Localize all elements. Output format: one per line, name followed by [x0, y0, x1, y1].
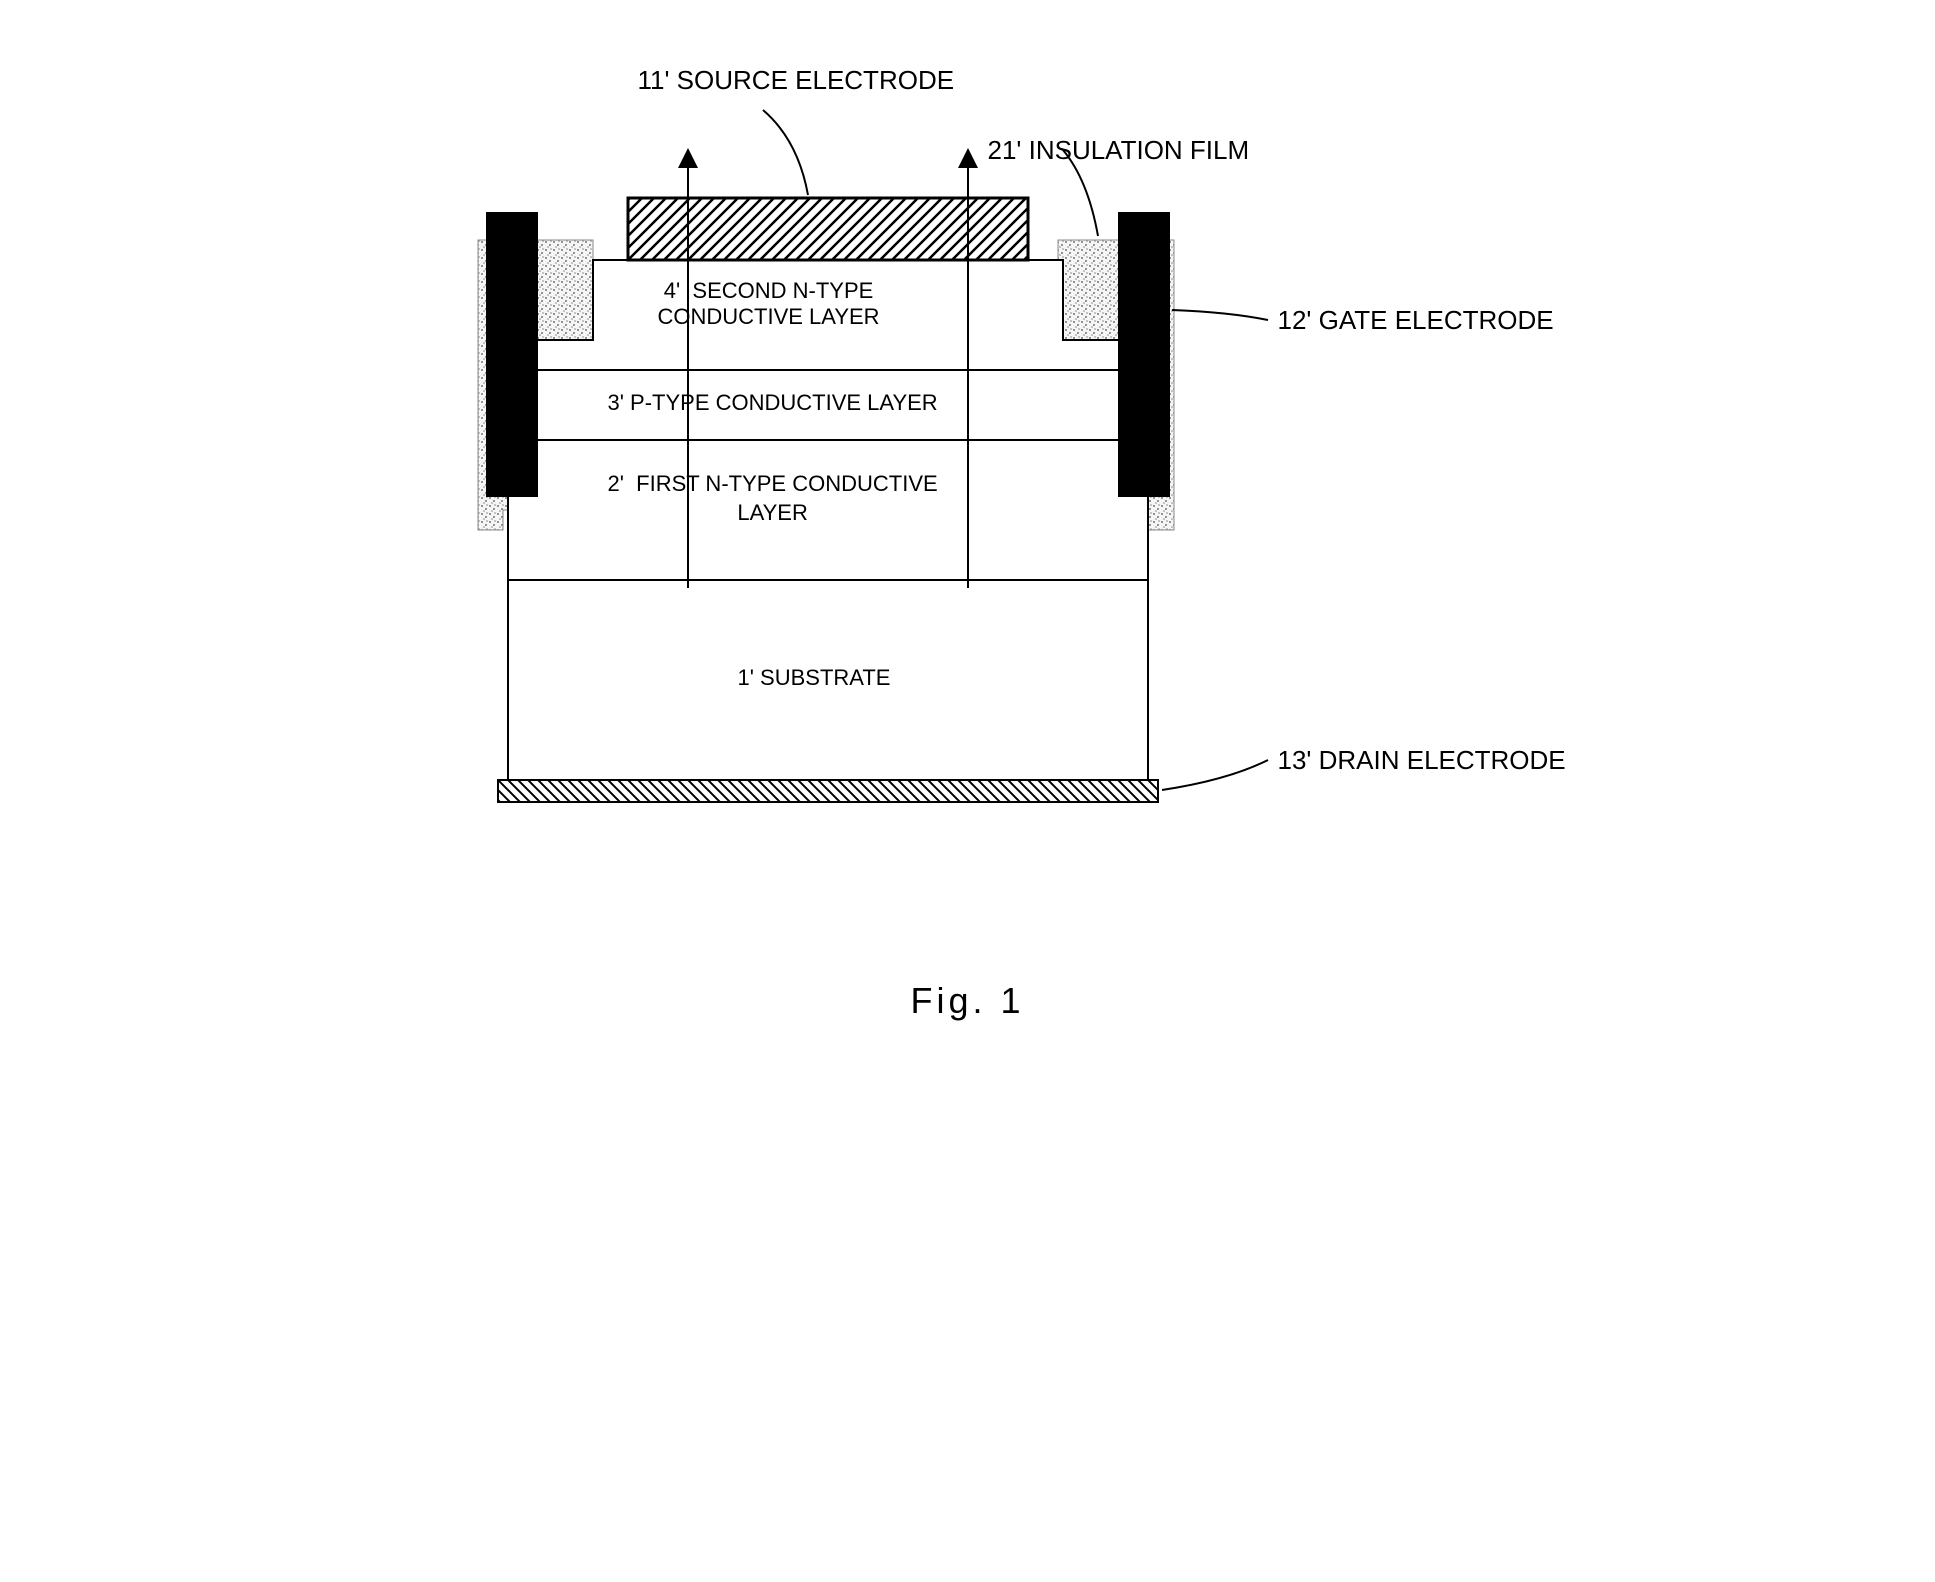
diagram-svg	[368, 40, 1568, 940]
insulation-film-left	[478, 240, 618, 530]
source-electrode-label: 11' SOURCE ELECTRODE	[638, 65, 955, 96]
diagram-container: 11' SOURCE ELECTRODE 21' INSULATION FILM…	[368, 40, 1568, 940]
leader-drain	[1162, 760, 1268, 790]
drain-electrode	[498, 780, 1158, 802]
p-layer-label: 3' P-TYPE CONDUCTIVE LAYER	[608, 390, 938, 416]
second-n-layer-label: 4' SECOND N-TYPE CONDUCTIVE LAYER	[658, 278, 880, 331]
leader-gate	[1172, 310, 1268, 320]
substrate-label: 1' SUBSTRATE	[738, 665, 891, 691]
source-electrode	[628, 198, 1028, 260]
drain-electrode-label: 13' DRAIN ELECTRODE	[1278, 745, 1566, 776]
gate-electrode-left	[486, 212, 538, 497]
first-n-layer-label: 2' FIRST N-TYPE CONDUCTIVE LAYER	[608, 470, 938, 527]
insulation-film-right	[1033, 240, 1174, 530]
figure-caption: Fig. 1	[40, 980, 1895, 1022]
leader-source	[763, 110, 808, 195]
gate-electrode-right	[1118, 212, 1170, 497]
gate-electrode-label: 12' GATE ELECTRODE	[1278, 305, 1554, 336]
insulation-film-label: 21' INSULATION FILM	[988, 135, 1250, 166]
